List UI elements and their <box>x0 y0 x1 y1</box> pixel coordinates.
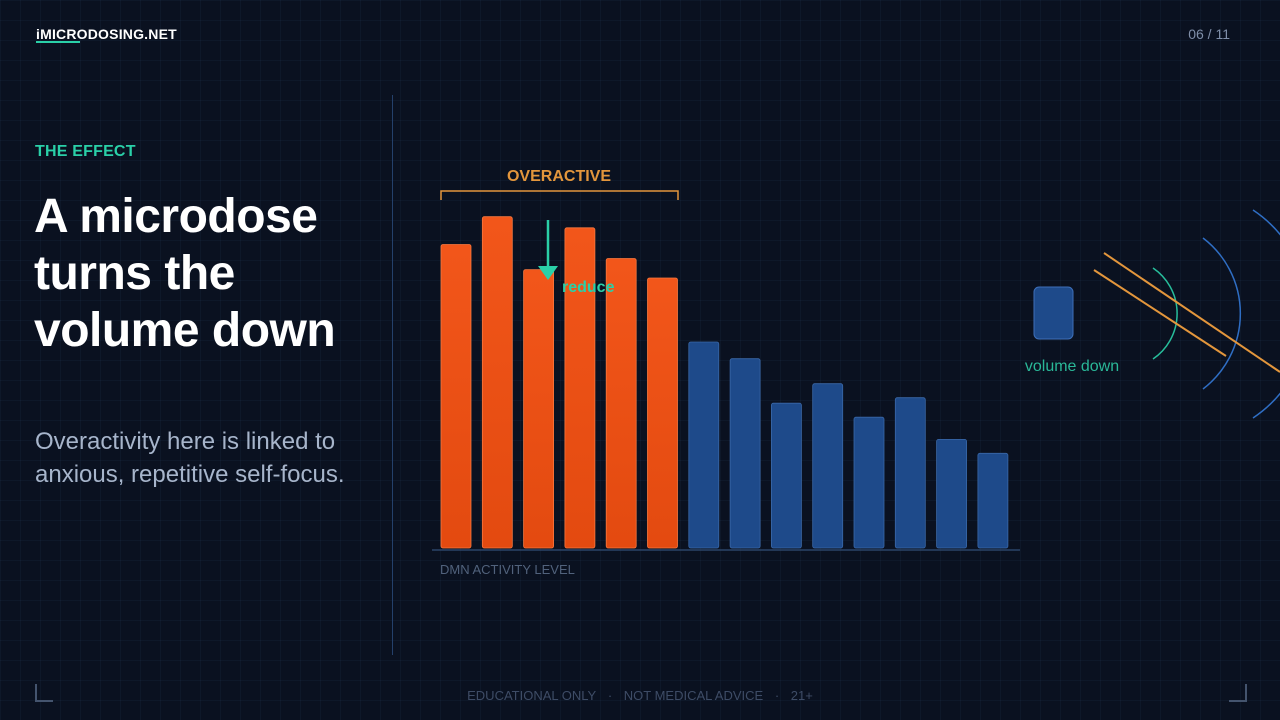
footer-item-not-medical: NOT MEDICAL ADVICE <box>623 688 764 703</box>
bar-normal <box>771 402 802 549</box>
reduce-label: reduce <box>562 279 615 296</box>
bar-normal <box>936 438 967 549</box>
section-eyebrow: THE EFFECT <box>35 143 136 160</box>
bar-overactive <box>440 244 472 549</box>
bar-overactive <box>481 216 513 549</box>
footer-item-educational: EDUCATIONAL ONLY <box>467 688 597 703</box>
bar-normal <box>894 397 926 549</box>
bar-normal <box>853 416 885 549</box>
bar-normal <box>729 358 761 549</box>
bar-normal <box>688 341 720 549</box>
speaker-illustration: volume down <box>1025 209 1280 419</box>
speaker-icon <box>1033 286 1074 340</box>
footer-disclaimer: EDUCATIONAL ONLY · NOT MEDICAL ADVICE · … <box>0 688 1280 703</box>
mute-slash-2 <box>1093 269 1227 357</box>
slide-headline: A microdose turns the volume down <box>34 190 336 357</box>
page-indicator: 06 / 11 <box>1188 26 1230 42</box>
sound-wave-large <box>1252 209 1280 419</box>
slide-body-text: Overactivity here is linked to anxious, … <box>35 428 345 488</box>
bar-group <box>440 216 1009 549</box>
bar-overactive <box>605 258 637 549</box>
footer-item-age: 21+ <box>790 688 813 703</box>
bar-overactive <box>564 227 596 549</box>
brand-underline <box>36 41 80 43</box>
x-axis-label: DMN ACTIVITY LEVEL <box>440 562 575 577</box>
bar-normal <box>812 383 844 549</box>
overactive-bracket <box>440 190 679 200</box>
volume-down-caption: volume down <box>1025 358 1119 375</box>
vertical-divider <box>392 95 393 655</box>
footer-separator: · <box>607 688 613 703</box>
brand-logo-text: iMICRODOSING.NET <box>36 26 177 42</box>
reduce-arrow-icon <box>538 266 558 280</box>
sound-wave-small <box>1152 267 1178 360</box>
sound-wave-medium <box>1202 237 1242 390</box>
frame-corner-bottom-right <box>1229 684 1247 702</box>
footer-separator: · <box>774 688 780 703</box>
bar-overactive <box>647 277 678 549</box>
mute-slash-1 <box>1103 252 1280 373</box>
bar-overactive <box>523 269 554 549</box>
bar-normal <box>977 452 1009 549</box>
frame-corner-bottom-left <box>35 684 53 702</box>
overactive-label: OVERACTIVE <box>507 168 611 185</box>
